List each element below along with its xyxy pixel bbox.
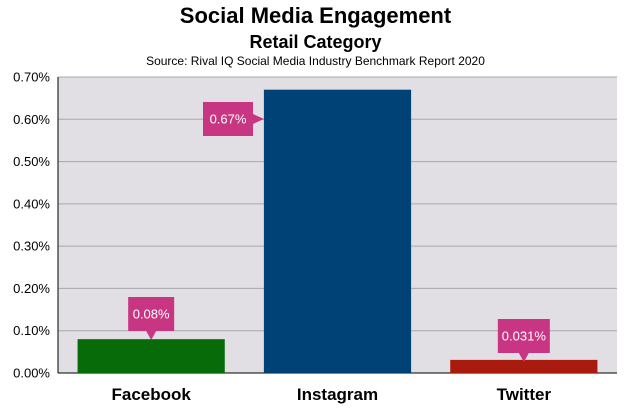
y-tick-label: 0.10% xyxy=(13,323,50,338)
chart-source: Source: Rival IQ Social Media Industry B… xyxy=(146,54,485,68)
bar-facebook xyxy=(77,339,225,373)
bar-twitter xyxy=(450,359,598,373)
x-tick-label: Instagram xyxy=(297,385,378,404)
bar-instagram xyxy=(263,89,412,373)
y-tick-label: 0.60% xyxy=(13,112,50,127)
data-label-text: 0.08% xyxy=(133,307,170,322)
y-tick-label: 0.20% xyxy=(13,281,50,296)
data-label: 0.031% xyxy=(497,319,550,362)
data-label: 0.67% xyxy=(203,102,264,136)
chart-title: Social Media Engagement xyxy=(179,3,452,28)
data-label: 0.08% xyxy=(128,297,175,340)
data-label-text: 0.031% xyxy=(502,329,547,344)
x-tick-label: Facebook xyxy=(111,385,191,404)
x-tick-label: Twitter xyxy=(497,385,552,404)
y-tick-label: 0.30% xyxy=(13,239,50,254)
data-label-text: 0.67% xyxy=(210,112,247,127)
y-tick-label: 0.00% xyxy=(13,366,50,381)
y-tick-label: 0.50% xyxy=(13,154,50,169)
chart-subtitle: Retail Category xyxy=(249,32,382,52)
y-tick-label: 0.40% xyxy=(13,196,50,211)
y-tick-label: 0.70% xyxy=(13,70,50,85)
